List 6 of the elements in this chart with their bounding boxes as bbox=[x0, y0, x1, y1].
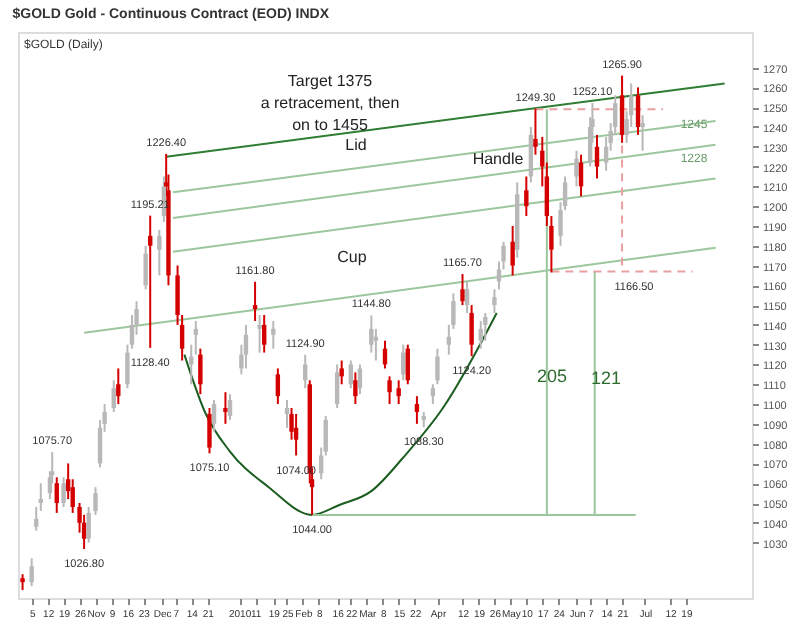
annotation: Cup bbox=[337, 248, 368, 266]
annotation: Handle bbox=[472, 150, 525, 168]
annotation: Lid bbox=[345, 136, 367, 154]
annotation: Target 1375 a retracement, then on to 1455 bbox=[260, 72, 400, 134]
annotation: 205 bbox=[536, 366, 568, 386]
annotation: 121 bbox=[590, 368, 622, 388]
